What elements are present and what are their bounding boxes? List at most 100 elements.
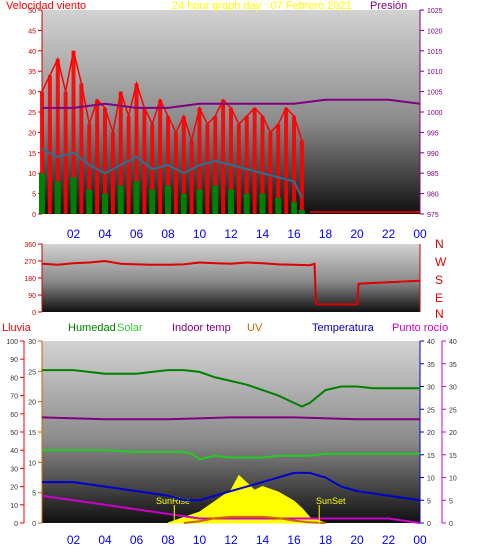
legend-uv: UV — [247, 322, 263, 334]
dew-axis-label: 35 — [449, 362, 457, 369]
hour-label: 12 — [224, 533, 238, 547]
wind-speed-label: Velocidad viento — [6, 0, 86, 12]
pressure-axis-label: 1005 — [427, 90, 443, 97]
rain-axis-label: 60 — [10, 412, 18, 419]
sunset-label: SunSet — [316, 496, 346, 506]
uv-axis-label: 10 — [28, 460, 36, 467]
compass-s: S — [435, 273, 443, 287]
compass-letters: N W S E N — [435, 237, 447, 321]
temperature-line — [42, 471, 421, 502]
wind-axis-label: 5 — [32, 192, 36, 199]
temp-axis-label: 20 — [427, 430, 435, 437]
pressure-label: Presión — [370, 0, 407, 12]
wind-axis-label: 45 — [28, 28, 36, 35]
dew-axis-label: 30 — [449, 385, 457, 392]
wind-axis-label: 35 — [28, 69, 36, 76]
direction-line — [41, 259, 421, 306]
pressure-axis-label: 990 — [427, 151, 439, 158]
rain-axis-label: 20 — [10, 485, 18, 492]
hour-label: 14 — [256, 227, 270, 241]
legend-row: Lluvia Humedad Solar Indoor temp UV Temp… — [2, 322, 448, 334]
pressure-axis-label: 975 — [427, 212, 439, 219]
wind-axis-label: 10 — [28, 171, 36, 178]
legend-humidity: Humedad — [68, 322, 116, 334]
avg-wind-line — [41, 147, 303, 199]
hour-label: 02 — [67, 533, 81, 547]
hour-label: 16 — [287, 227, 301, 241]
direction-axis-label: 0 — [32, 310, 36, 317]
temp-axis-label: 30 — [427, 385, 435, 392]
hour-label: 04 — [98, 227, 112, 241]
uv-axis-label: 30 — [28, 339, 36, 346]
pressure-axis-label: 1015 — [427, 49, 443, 56]
hour-label: 02 — [67, 227, 81, 241]
direction-panel — [42, 244, 420, 312]
wind-axis-label: 25 — [28, 110, 36, 117]
rain-axis-label: 40 — [10, 448, 18, 455]
uv-axis-label: 25 — [28, 369, 36, 376]
sunrise-label: SunRise — [156, 496, 190, 506]
legend-dewpoint: Punto rocío — [392, 322, 448, 334]
temp-axis-label: 15 — [427, 453, 435, 460]
graph-title: 24 hour graph day : 07 Febrero 2021 — [172, 0, 352, 12]
uv-line — [183, 515, 326, 524]
legend-temperature: Temperatura — [312, 322, 375, 334]
pressure-axis-label: 1020 — [427, 28, 443, 35]
rain-axis-label: 100 — [6, 339, 18, 346]
pressure-axis-label: 985 — [427, 171, 439, 178]
hour-label: 22 — [382, 533, 396, 547]
hour-label: 22 — [382, 227, 396, 241]
rain-axis-label: 10 — [10, 503, 18, 510]
hour-label: 10 — [193, 533, 207, 547]
temp-axis-label: 5 — [427, 498, 431, 505]
hour-label: 06 — [130, 227, 144, 241]
legend-indoor: Indoor temp — [172, 322, 231, 334]
pressure-axis-label: 980 — [427, 192, 439, 199]
environment-chart-layer: 0102030405060708090100051015202530051015… — [6, 339, 457, 547]
rain-axis-label: 80 — [10, 375, 18, 382]
pressure-axis-label: 1010 — [427, 69, 443, 76]
dewpoint-line — [41, 494, 421, 524]
hour-label: 06 — [130, 533, 144, 547]
uv-axis-label: 20 — [28, 400, 36, 407]
direction-axis-label: 180 — [24, 276, 36, 283]
wind-axis-label: 20 — [28, 130, 36, 137]
hour-label: 08 — [161, 227, 175, 241]
solar-area — [167, 474, 326, 524]
pressure-line — [42, 98, 421, 109]
hour-label: 20 — [350, 533, 364, 547]
dew-axis-label: 25 — [449, 407, 457, 414]
hour-label: 14 — [256, 533, 270, 547]
uv-axis-label: 5 — [32, 491, 36, 498]
legend-solar: Solar — [117, 322, 143, 334]
temp-axis-label: 10 — [427, 476, 435, 483]
rain-axis-label: 50 — [10, 430, 18, 437]
compass-n-bottom: N — [435, 307, 444, 321]
compass-n-top: N — [435, 237, 444, 251]
rain-axis-label: 70 — [10, 394, 18, 401]
solar-line — [42, 449, 420, 461]
dew-axis-label: 0 — [449, 521, 453, 528]
uv-axis-label: 15 — [28, 430, 36, 437]
uv-axis-label: 0 — [32, 521, 36, 528]
wind-chart-layer: 0510152025303540455097598098599099510001… — [28, 8, 442, 241]
dew-axis-label: 20 — [449, 430, 457, 437]
direction-axis-label: 90 — [28, 293, 36, 300]
hour-label: 12 — [224, 227, 238, 241]
wind-axis-label: 40 — [28, 49, 36, 56]
temp-axis-label: 25 — [427, 407, 435, 414]
temp-axis-label: 0 — [427, 521, 431, 528]
hour-label: 08 — [161, 533, 175, 547]
pressure-axis-label: 995 — [427, 130, 439, 137]
direction-chart-layer: 0 90 180 270 360 — [24, 242, 421, 317]
wind-gust-line — [41, 50, 303, 144]
dew-axis-label: 40 — [449, 339, 457, 346]
hour-label: 04 — [98, 533, 112, 547]
hour-label: 18 — [319, 227, 333, 241]
wind-axis-label: 15 — [28, 151, 36, 158]
hour-label: 00 — [413, 227, 427, 241]
wind-axis-label: 50 — [28, 8, 36, 15]
pressure-axis-label: 1000 — [427, 110, 443, 117]
legend-rain: Lluvia — [2, 322, 32, 334]
